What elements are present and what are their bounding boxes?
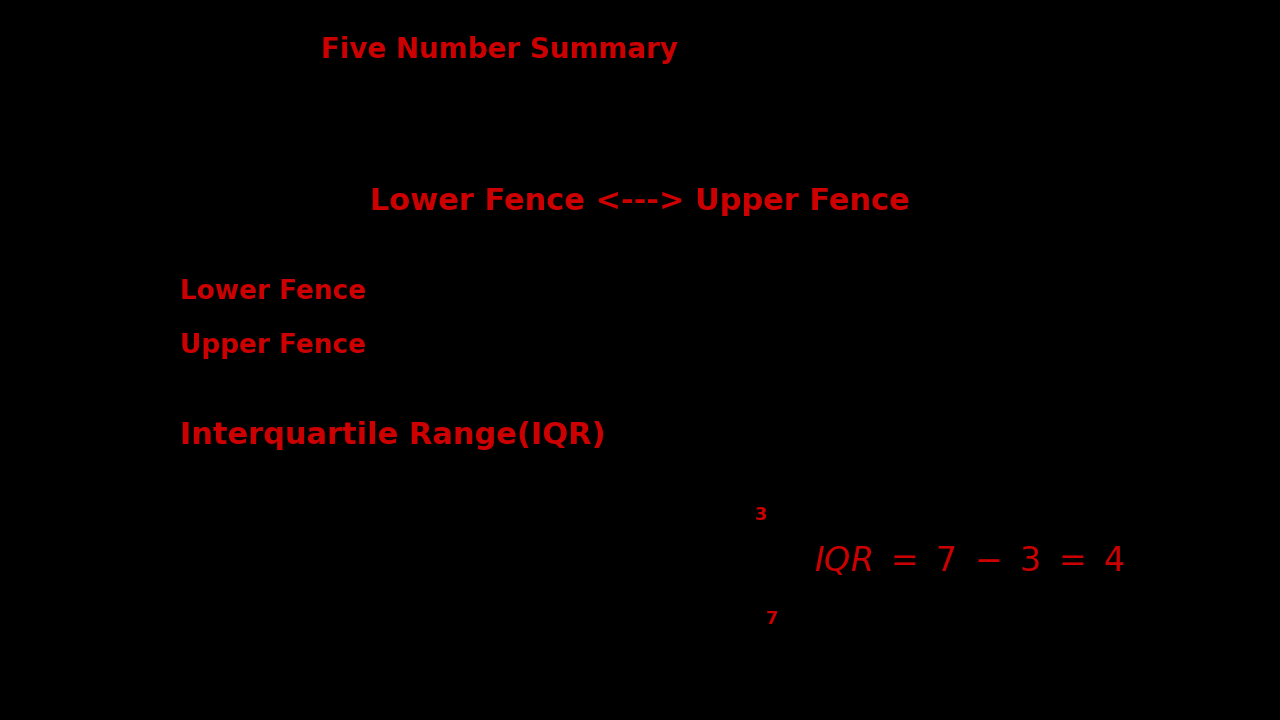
Text: Lower Fence <---> Upper Fence: Lower Fence <---> Upper Fence: [370, 187, 910, 216]
Text: ]: ]: [910, 187, 934, 216]
Text: $Q1\ Value\ \#\ =\ \dfrac{25}{100}\ =\ (19 + 1) = 5th\ Value{,}\ which\ is\ $: $Q1\ Value\ \#\ =\ \dfrac{25}{100}\ =\ (…: [282, 497, 754, 533]
Text: [: [: [346, 187, 370, 216]
Text: for the following data set:: for the following data set:: [678, 37, 1098, 64]
Text: Upper Fence: Upper Fence: [180, 333, 366, 359]
Text: Lower Fence: Lower Fence: [180, 279, 366, 305]
Text: = Q3 – Q1: = Q3 – Q1: [607, 421, 783, 450]
Text: $\mathit{IQR}\ =\ 7\ -\ 3\ =\ 4$: $\mathit{IQR}\ =\ 7\ -\ 3\ =\ 4$: [814, 545, 1125, 578]
Text: = 7 + 1.5(4) = 7 + 6 = 13: = 7 + 1.5(4) = 7 + 6 = 13: [366, 333, 749, 359]
Text: Five Number Summary: Five Number Summary: [321, 37, 678, 64]
Text: 1, 2, 2, 2, 3, 3, 4, 5, 5, 5, 6, 6, 6, 6, 7, 8, 8, 9, 27: 1, 2, 2, 2, 3, 3, 4, 5, 5, 5, 6, 6, 6, 6…: [180, 91, 932, 118]
Text: 3: 3: [754, 505, 767, 524]
Text: 7: 7: [765, 610, 778, 628]
Text: = 3 – 1.5(4) = 3 – 6 = -3: = 3 – 1.5(4) = 3 – 6 = -3: [366, 279, 723, 305]
Text: Interquartile Range(IQR): Interquartile Range(IQR): [180, 421, 607, 450]
Text: $Q3\ Value\ \#\ =\ \dfrac{75}{100}\ =\ (19 + 1) = 15th\ Value{,}\ which\ is\ $: $Q3\ Value\ \#\ =\ \dfrac{75}{100}\ =\ (…: [282, 601, 765, 637]
Text: Give the: Give the: [180, 37, 321, 64]
